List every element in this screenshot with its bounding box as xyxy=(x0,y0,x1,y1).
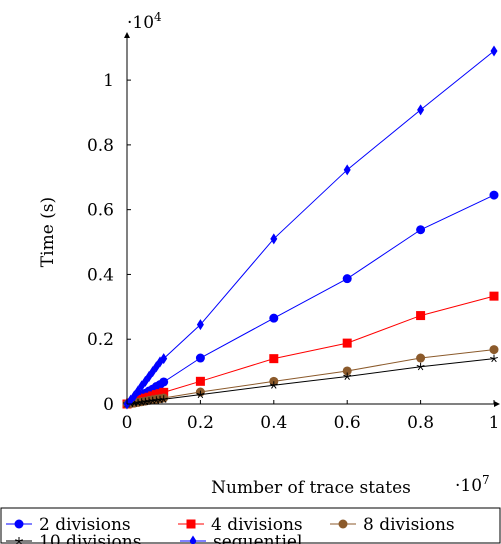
x-exponent-power: 7 xyxy=(482,473,490,487)
x-tick-label: 0.2 xyxy=(187,413,214,433)
data-point-4-divisions xyxy=(195,376,205,386)
x-tick-label: 1 xyxy=(489,413,500,433)
y-exponent-label: ·104 xyxy=(127,10,162,33)
x-exponent-base: ·10 xyxy=(455,476,482,496)
x-axis: 0 0.2 0.4 0.6 0.8 1 xyxy=(122,400,500,433)
y-exponent-base: ·10 xyxy=(127,13,154,33)
data-point-2-divisions xyxy=(416,225,426,235)
series-8-divisions xyxy=(122,345,499,409)
y-exponent-power: 4 xyxy=(154,10,162,24)
legend-label: 10 divisions xyxy=(39,532,141,544)
data-point-10-divisions xyxy=(416,362,425,371)
data-point-10-divisions xyxy=(159,395,168,403)
data-point-sequentiel xyxy=(343,164,351,176)
data-point-2-divisions xyxy=(195,353,205,363)
data-point-2-divisions xyxy=(159,377,169,387)
data-point-2-divisions xyxy=(342,274,352,284)
legend: 2 divisions 4 divisions 8 divisions 10 divi… xyxy=(0,507,501,544)
plot-area xyxy=(122,45,499,410)
x-tick-label: 0.6 xyxy=(334,413,361,433)
data-point-4-divisions xyxy=(159,387,169,397)
y-tick-label: 1 xyxy=(103,71,114,91)
legend-item-4-divisions: 4 divisions xyxy=(178,515,303,535)
data-point-8-divisions xyxy=(489,345,499,355)
data-point-10-divisions xyxy=(269,381,278,389)
data-point-10-divisions xyxy=(490,354,498,363)
y-tick-label: 0.6 xyxy=(87,201,114,221)
legend-label: sequentiel xyxy=(213,532,302,544)
y-tick-label: 0 xyxy=(103,395,114,415)
data-point-4-divisions xyxy=(269,354,279,364)
series-sequentiel xyxy=(123,45,498,410)
y-axis-title: Time (s) xyxy=(38,197,58,267)
data-point-4-divisions xyxy=(416,311,426,321)
x-axis-arrow xyxy=(494,401,500,407)
data-point-4-divisions xyxy=(489,291,499,301)
legend-label: 2 divisions xyxy=(39,515,131,535)
series-line-10-divisions xyxy=(126,358,495,405)
y-axis: 0 0.2 0.4 0.6 0.8 1 xyxy=(87,32,131,415)
data-point-10-divisions xyxy=(196,390,205,399)
legend-marker xyxy=(338,519,348,529)
x-tick-label: 0.4 xyxy=(260,413,287,433)
data-point-8-divisions xyxy=(416,353,426,363)
y-tick-label: 0.8 xyxy=(87,136,114,156)
data-point-sequentiel xyxy=(490,45,498,57)
x-exponent-label: ·107 xyxy=(455,473,490,496)
series-4-divisions xyxy=(122,291,499,409)
legend-item-8-divisions: 8 divisions xyxy=(330,515,455,535)
data-point-sequentiel xyxy=(417,104,425,116)
legend-label: 4 divisions xyxy=(211,515,303,535)
data-point-10-divisions xyxy=(343,372,352,381)
legend-marker xyxy=(189,535,197,544)
series-10-divisions xyxy=(123,354,498,408)
x-tick-label: 0.8 xyxy=(407,413,434,433)
data-point-2-divisions xyxy=(489,190,499,200)
data-point-sequentiel xyxy=(160,353,168,365)
y-axis-arrow xyxy=(124,32,130,38)
series-line-4-divisions xyxy=(126,295,495,405)
legend-marker xyxy=(186,519,196,529)
data-point-4-divisions xyxy=(342,338,352,348)
data-point-sequentiel xyxy=(196,319,204,331)
y-tick-label: 0.4 xyxy=(87,265,114,285)
data-point-2-divisions xyxy=(269,313,279,323)
legend-marker xyxy=(14,519,24,529)
legend-item-2-divisions: 2 divisions xyxy=(6,515,131,535)
x-axis-title: Number of trace states xyxy=(211,478,411,498)
data-point-8-divisions xyxy=(342,366,352,376)
data-point-sequentiel xyxy=(270,233,278,245)
y-tick-label: 0.2 xyxy=(87,330,114,350)
series-line-8-divisions xyxy=(126,349,495,405)
legend-box xyxy=(0,507,501,544)
legend-item-sequentiel: sequentiel xyxy=(180,532,302,544)
series-line-2-divisions xyxy=(126,194,495,405)
x-tick-label: 0 xyxy=(122,413,133,433)
legend-marker xyxy=(15,537,23,544)
legend-item-10-divisions: 10 divisions xyxy=(6,532,141,544)
legend-label: 8 divisions xyxy=(363,515,455,535)
